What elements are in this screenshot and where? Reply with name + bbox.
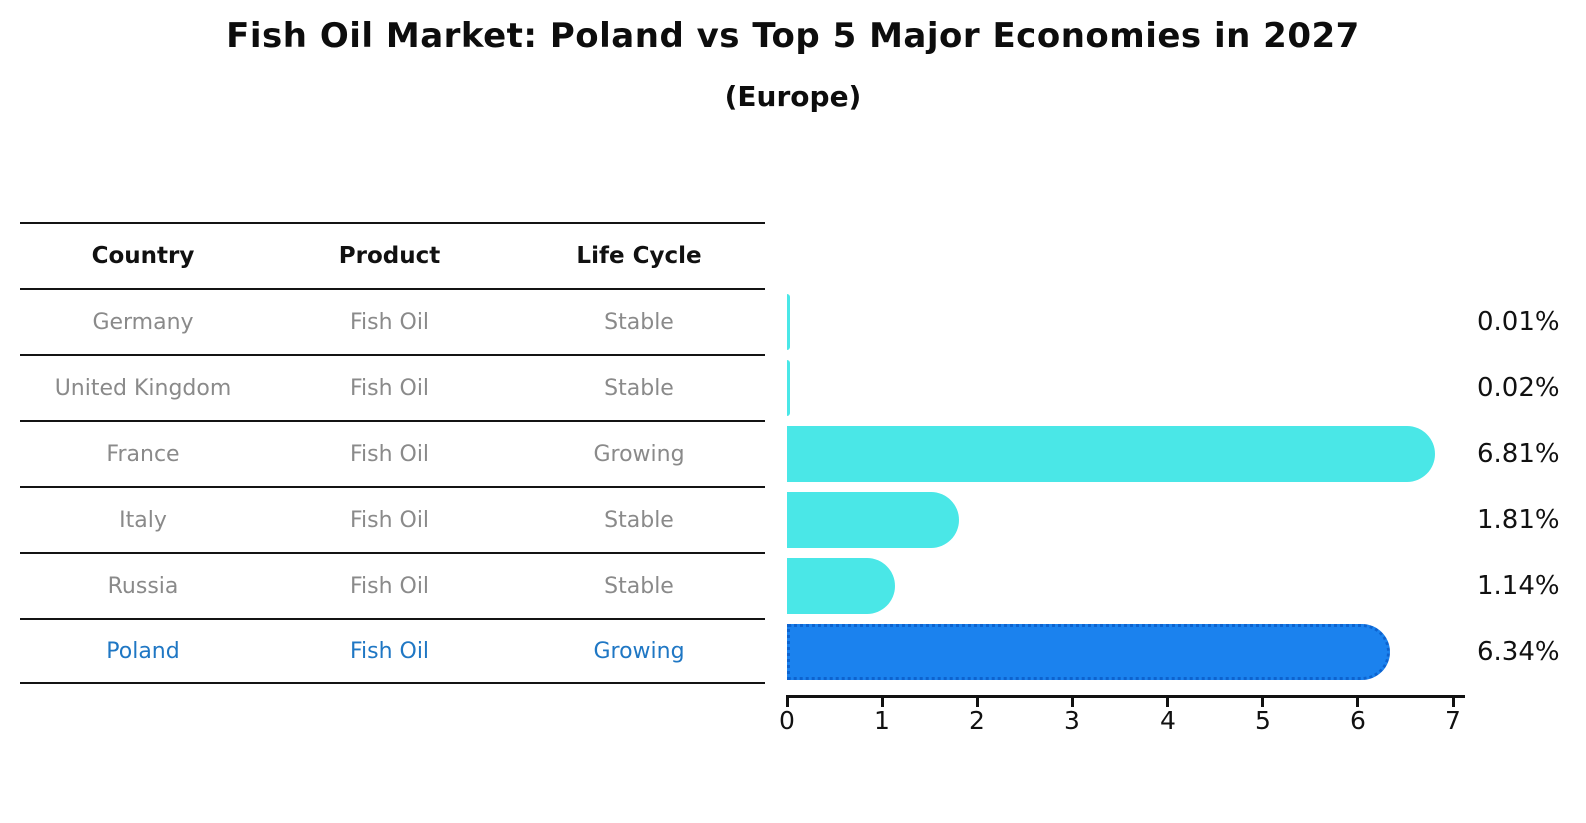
bar-row [787,421,1453,487]
cell-country: Russia [107,573,179,599]
x-tick-mark [1356,695,1360,707]
x-tick-label: 6 [1350,706,1366,735]
cell-life-cycle: Stable [604,375,674,401]
bar-row [787,289,1453,355]
x-tick-mark [1451,695,1455,707]
table-row-united-kingdom: United Kingdom Fish Oil Stable [20,354,765,420]
x-tick-mark [975,695,979,707]
value-label-column: 0.01% 0.02% 6.81% 1.81% 1.14% 6.34% [1477,289,1585,685]
table-row-france: France Fish Oil Growing [20,420,765,486]
header-life-cycle: Life Cycle [576,243,702,269]
table-row-russia: Russia Fish Oil Stable [20,552,765,618]
x-axis-line [787,695,1465,698]
cell-product: Fish Oil [349,309,430,335]
cell-life-cycle: Stable [604,309,674,335]
value-label-united-kingdom: 0.02% [1477,373,1560,403]
value-label-france: 6.81% [1477,439,1560,469]
cell-life-cycle: Growing [593,638,685,664]
cell-country: France [106,441,180,467]
x-tick-label: 2 [969,706,985,735]
cell-life-cycle: Growing [593,441,685,467]
bar-row [787,355,1453,421]
cell-product: Fish Oil [349,441,430,467]
x-tick-label: 3 [1064,706,1080,735]
cell-life-cycle: Stable [604,507,674,533]
x-tick-mark [785,695,789,707]
cell-product: Fish Oil [349,507,430,533]
value-label-germany: 0.01% [1477,307,1560,337]
x-tick-label: 7 [1445,706,1461,735]
bar-poland [787,624,1391,680]
header-country: Country [91,243,195,269]
value-label-russia: 1.14% [1477,571,1560,601]
cell-country: United Kingdom [54,375,232,401]
bar-row [787,619,1453,685]
country-table: Country Product Life Cycle Germany Fish … [20,222,765,684]
bar-row [787,487,1453,553]
table-row-poland: Poland Fish Oil Growing [20,618,765,684]
header-product: Product [338,243,441,269]
cell-product: Fish Oil [349,638,430,664]
x-tick-label: 0 [779,706,795,735]
bar-france [787,426,1435,482]
x-tick-mark [1166,695,1170,707]
cell-life-cycle: Stable [604,573,674,599]
bar-united-kingdom [787,360,790,416]
chart-subtitle: (Europe) [724,80,862,113]
cell-country: Poland [106,638,180,664]
table-row-germany: Germany Fish Oil Stable [20,288,765,354]
cell-product: Fish Oil [349,375,430,401]
x-tick-label: 4 [1160,706,1176,735]
value-label-italy: 1.81% [1477,505,1560,535]
value-label-poland: 6.34% [1477,637,1560,667]
x-tick-label: 1 [874,706,890,735]
bar-plot-area [787,289,1453,685]
cell-country: Germany [92,309,194,335]
x-tick-label: 5 [1255,706,1271,735]
bar-row [787,553,1453,619]
chart-title: Fish Oil Market: Poland vs Top 5 Major E… [226,16,1360,56]
x-tick-mark [1261,695,1265,707]
bar-russia [787,558,896,614]
x-tick-mark [880,695,884,707]
bar-italy [787,492,960,548]
bar-germany [787,294,790,350]
table-row-italy: Italy Fish Oil Stable [20,486,765,552]
cell-country: Italy [119,507,167,533]
table-header-row: Country Product Life Cycle [20,222,765,288]
x-tick-mark [1070,695,1074,707]
cell-product: Fish Oil [349,573,430,599]
